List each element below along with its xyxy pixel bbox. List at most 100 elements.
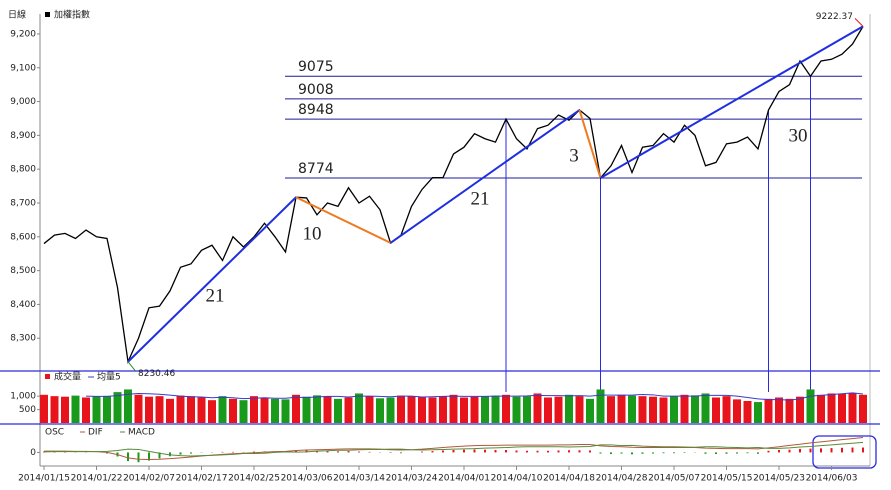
osc-bar [736, 452, 738, 454]
volume-bar [649, 396, 657, 423]
volume-bar [302, 396, 311, 423]
osc-bar [578, 450, 581, 453]
volume-bar [50, 396, 59, 423]
osc-bar [358, 451, 360, 453]
osc-bar [442, 450, 444, 453]
volume-bar [859, 394, 867, 423]
volume-bar [397, 395, 405, 423]
volume-bar [166, 398, 174, 423]
osc-bar [589, 450, 591, 453]
osc-bar [809, 448, 812, 453]
x-tick-label: 2014/02/25 [228, 474, 280, 484]
trend-label: 21 [471, 188, 490, 209]
osc-bar [704, 452, 707, 454]
osc-bar [190, 452, 192, 454]
y-tick-label: 1,000 [10, 392, 36, 402]
volume-bar [407, 396, 416, 423]
volume-bar [418, 396, 426, 423]
volume-bar [145, 396, 153, 423]
osc-bar [253, 451, 255, 453]
volume-bar [680, 394, 689, 423]
volume-bar [113, 392, 122, 423]
osc-bar [316, 451, 318, 453]
osc-bar [841, 447, 843, 453]
volume-bar [586, 398, 594, 423]
osc-bar [515, 450, 518, 453]
trend-line [599, 25, 864, 179]
y-tick-label: 9,000 [10, 97, 36, 107]
volume-bar [827, 393, 836, 423]
legend-label: DIF [88, 428, 103, 438]
osc-bar [326, 451, 329, 453]
max-label: 9222.37 [816, 12, 853, 22]
osc-bar [788, 449, 791, 453]
x-tick-label: 2014/03/06 [281, 474, 333, 484]
osc-bar [473, 449, 476, 453]
osc-bar [652, 452, 654, 454]
osc-bar [557, 450, 560, 453]
osc-bar [337, 451, 339, 453]
osc-bar [169, 452, 171, 457]
osc-bar [778, 449, 780, 453]
y-tick-label: 9,100 [10, 63, 36, 73]
trend-line [578, 109, 602, 179]
volume-bar [638, 396, 647, 423]
volume-bar [428, 397, 437, 423]
osc-bar [431, 451, 434, 453]
x-tick-label: 2014/05/23 [753, 474, 805, 484]
trend-line [127, 196, 297, 363]
volume-bar [134, 394, 143, 423]
osc-bar [64, 451, 66, 453]
osc-bar [53, 451, 56, 453]
ma-line [85, 392, 864, 401]
osc-bar [851, 447, 854, 453]
volume-bar [292, 394, 300, 423]
volume-bar [470, 396, 479, 423]
osc-bar [232, 451, 234, 453]
period-label: 日線 [8, 9, 26, 21]
legend-label: MACD [128, 428, 155, 438]
osc-bar [43, 451, 45, 453]
volume-bar [71, 395, 80, 423]
volume-bar [544, 397, 552, 423]
y-tick-label: 8,300 [10, 334, 36, 344]
min-pointer [127, 361, 137, 373]
legend-label: 均量5 [97, 371, 121, 383]
volume-bar [701, 393, 710, 423]
osc-bar [683, 452, 686, 453]
trend-line [295, 196, 391, 244]
volume-bar [365, 396, 374, 423]
osc-bar [148, 452, 150, 461]
volume-bar [103, 395, 111, 423]
osc-bar [830, 448, 833, 453]
osc-bar [610, 452, 612, 455]
volume-bar [848, 392, 857, 423]
trend-label: 21 [206, 285, 225, 306]
volume-bar [197, 397, 206, 423]
osc-bar [526, 450, 528, 453]
volume-bar [628, 395, 636, 423]
volume-bar [733, 399, 741, 423]
osc-bar [389, 452, 392, 453]
level-label: 9075 [298, 59, 334, 75]
price-line [43, 26, 864, 365]
y-tick-label: 8,400 [10, 300, 36, 310]
osc-bar [421, 451, 423, 453]
volume-bar [229, 398, 237, 423]
volume-bar [806, 389, 815, 423]
volume-bar [533, 393, 542, 423]
osc-bar [347, 451, 350, 453]
y-tick-label: 8,800 [10, 165, 36, 175]
x-tick-label: 2014/03/14 [333, 474, 385, 484]
volume-bar [785, 398, 794, 423]
volume-bar [281, 399, 290, 423]
volume-bar [523, 396, 531, 423]
volume-bar [155, 396, 164, 423]
x-tick-label: 2014/01/15 [18, 474, 70, 484]
legend-label: 加權指數 [54, 9, 90, 21]
osc-bar [725, 452, 728, 454]
volume-bar [439, 396, 447, 423]
volume-bar [250, 396, 258, 423]
volume-bar [691, 395, 699, 423]
